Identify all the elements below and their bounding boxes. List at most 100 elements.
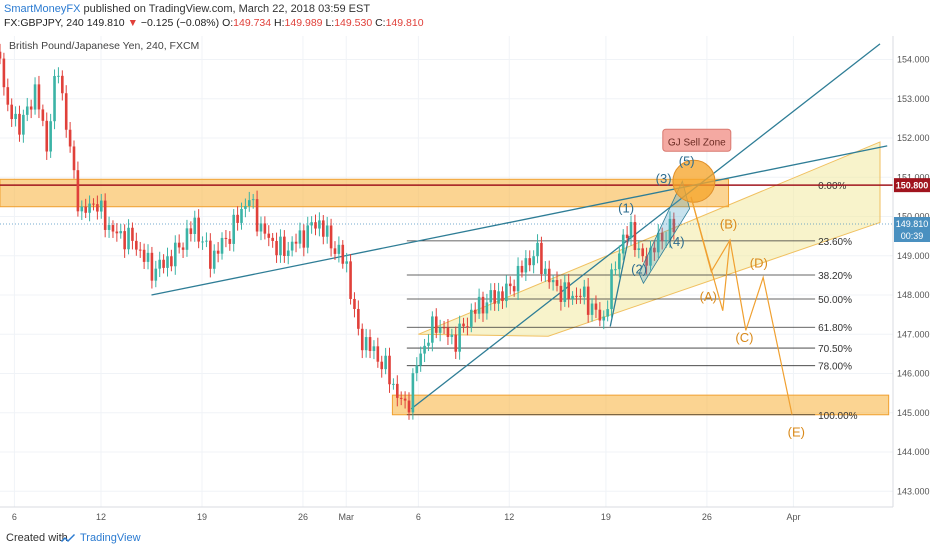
candle-body	[267, 233, 271, 238]
candle-body	[154, 268, 158, 281]
candle-body	[247, 200, 251, 207]
resistance-price-badge	[894, 178, 930, 193]
candle-body	[575, 295, 578, 297]
candle-body	[493, 290, 496, 304]
candle-body	[127, 227, 130, 250]
price-chart[interactable]: 0.00% 23.60% 38.20% 50.00% 61.80% 70.50% 78.00…	[0, 0, 932, 528]
publish-line: SmartMoneyFX published on TradingView.co…	[4, 3, 370, 15]
candle-body	[224, 237, 228, 239]
fib-label: 38.20%	[818, 271, 852, 282]
candle-body	[14, 113, 17, 120]
candle-body	[501, 291, 504, 302]
candle-body	[0, 51, 2, 59]
candle-body	[372, 346, 376, 351]
candle-body	[610, 269, 613, 310]
current-price-label: 149.810	[896, 219, 929, 229]
sell-zone-circle	[672, 159, 716, 203]
candle-body	[629, 222, 633, 239]
candle-body	[80, 206, 84, 212]
candle-body	[438, 327, 442, 333]
candle-body	[166, 256, 169, 268]
wave-label-projection: (C)	[735, 330, 753, 345]
resistance-price-label: 150.800	[896, 181, 929, 191]
candle-body	[212, 250, 216, 269]
candle-body	[520, 265, 524, 273]
candle-body	[146, 252, 150, 262]
time-tick-label: 6	[416, 512, 421, 522]
candle-body	[72, 146, 76, 171]
candle-body	[18, 113, 21, 135]
wave-label: (1)	[618, 201, 634, 216]
candle-body	[107, 225, 111, 230]
candle-body	[637, 248, 641, 251]
price-tick-label: 144.000	[897, 447, 930, 457]
candle-body	[88, 203, 91, 213]
candle-body	[37, 84, 41, 110]
candle-body	[236, 214, 239, 223]
candle-body	[57, 75, 60, 77]
candle-body	[458, 323, 461, 352]
candle-body	[263, 223, 267, 234]
candle-body	[240, 208, 243, 223]
candle-body	[29, 106, 33, 110]
sell-zone-box	[662, 128, 732, 152]
price-tick-label: 143.000	[897, 486, 930, 496]
candle-body	[306, 225, 310, 248]
candle-body	[115, 231, 119, 234]
author-link[interactable]: SmartMoneyFX	[4, 3, 81, 15]
plot-background	[0, 36, 893, 507]
candle-body	[384, 355, 387, 370]
candle-body	[111, 225, 115, 232]
candle-body	[150, 252, 154, 281]
candle-body	[353, 298, 356, 309]
time-tick-label: 12	[96, 512, 106, 522]
candle-body	[376, 346, 380, 362]
chart-title: British Pound/Japanese Yen, 240, FXCM	[9, 40, 199, 52]
candle-body	[618, 253, 621, 270]
candle-body	[423, 345, 426, 354]
candle-body	[158, 259, 162, 269]
projection-path-alt	[690, 196, 731, 311]
candle-body	[567, 282, 570, 299]
price-tick-label: 154.000	[897, 55, 930, 65]
candle-body	[10, 104, 13, 120]
candle-body	[473, 309, 477, 314]
candle-body	[310, 222, 313, 226]
fib-label: 78.00%	[818, 362, 852, 373]
candle-body	[337, 244, 341, 254]
close-value: 149.810	[385, 17, 424, 29]
candle-body	[271, 237, 274, 241]
candle-body	[64, 93, 68, 130]
trendline	[609, 236, 630, 327]
candle-body	[540, 242, 543, 275]
candle-body	[544, 268, 547, 275]
candle-body	[193, 217, 197, 234]
candle-body	[668, 218, 672, 241]
candle-body	[411, 373, 415, 413]
candle-body	[53, 76, 56, 122]
candle-body	[641, 248, 645, 257]
candle-body	[427, 342, 430, 346]
time-tick-label: 6	[12, 512, 17, 522]
candle-body	[364, 337, 368, 351]
candle-body	[49, 121, 52, 152]
candle-body	[2, 58, 6, 88]
candle-body	[96, 204, 99, 212]
wave-label-projection: (A)	[700, 289, 717, 304]
candle-body	[25, 106, 29, 115]
footer: Created with TradingView	[0, 528, 932, 550]
candle-body	[189, 228, 193, 234]
wave-label: (2)	[631, 261, 647, 276]
candle-body	[294, 241, 298, 244]
fib-label: 23.60%	[818, 237, 852, 248]
candle-body	[380, 361, 384, 370]
tradingview-brand[interactable]: TradingView	[80, 532, 141, 544]
candle-body	[586, 286, 590, 315]
candle-body	[181, 247, 185, 250]
candle-body	[388, 355, 391, 385]
candle-body	[251, 199, 255, 201]
candle-body	[142, 249, 146, 262]
candle-body	[450, 334, 454, 337]
candle-body	[434, 316, 438, 333]
candle-body	[201, 241, 204, 243]
